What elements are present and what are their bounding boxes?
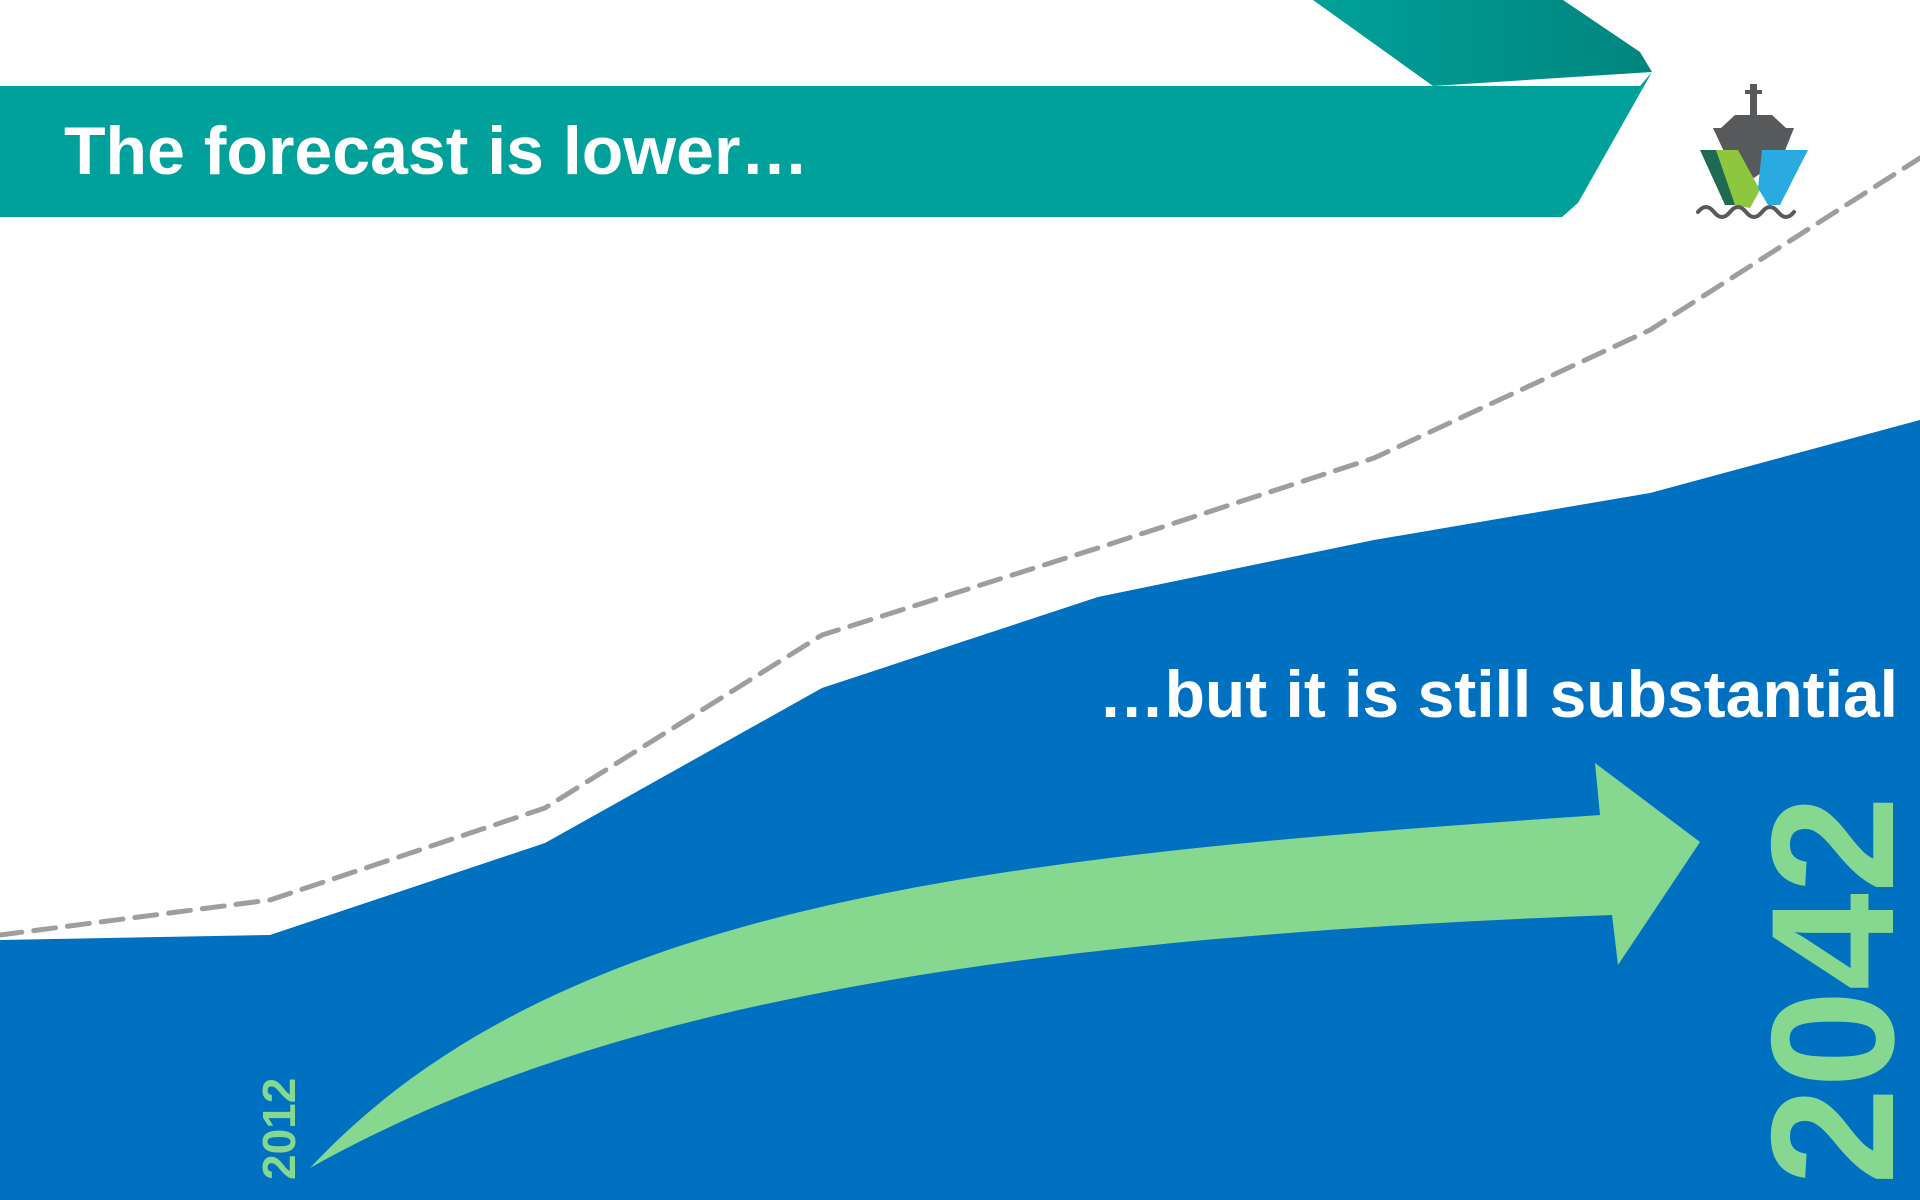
- start-year-label: 2012: [253, 1078, 305, 1180]
- previous-forecast-dashed-line: [0, 155, 1920, 938]
- slide-title: The forecast is lower…: [64, 113, 808, 189]
- title-banner-fold: [1313, 0, 1652, 86]
- end-year-label: 2042: [1736, 796, 1920, 1185]
- slide-subtitle: …but it is still substantial: [1099, 657, 1898, 731]
- forecast-area: [0, 420, 1920, 1200]
- ship-logo-icon: [1696, 84, 1808, 219]
- growth-arrow-icon: [310, 763, 1700, 1168]
- title-banner: [0, 72, 1652, 217]
